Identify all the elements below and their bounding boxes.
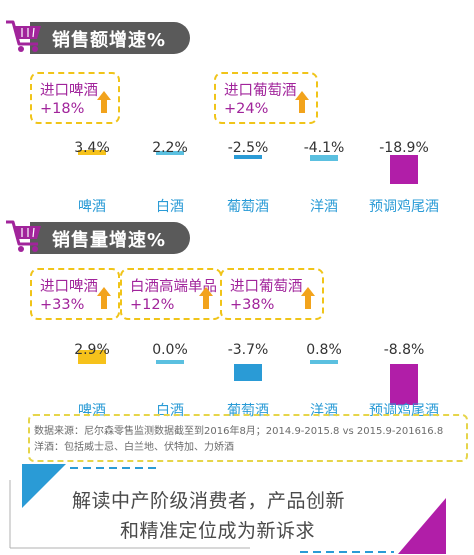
category-label: 啤酒 [78,199,106,215]
data-source-note: 数据来源：尼尔森零售监测数据截至到2016年8月；2014.9-2015.8 v… [28,414,468,462]
spirits-definition-line: 洋酒：包括威士忌、白兰地、伏特加、力娇酒 [34,442,234,453]
sales-volume-growth-chart: 2.9% 啤酒 0.0% 白酒 -3.7% 葡萄酒 0.8% 洋酒 -8.8% 预调鸡尾酒 [0,330,474,419]
section-2-title-pill [30,222,190,254]
banner-decoration [9,464,446,554]
callout-value: +33% [40,297,85,313]
banner-line-1: 解读中产阶级消费者，产品创新 [72,490,346,512]
section-1-title: 销售额增速% [52,30,167,51]
up-arrow-icon [199,287,213,309]
value-label: -4.1% [303,140,345,156]
bar-白酒 [156,151,184,155]
callout-label: 进口葡萄酒 [224,83,297,99]
bar-啤酒 [78,350,106,364]
up-arrow-icon [295,91,309,113]
category-label: 白酒 [156,199,184,215]
shopping-cart-icon [6,220,41,252]
section-1-header: 销售额增速% [4,12,204,56]
callout-value: +24% [224,101,269,117]
value-label: -8.8% [383,342,425,358]
bar-葡萄酒 [234,364,262,382]
value-label: 2.9% [74,342,110,358]
section-2-header: 销售量增速% [4,212,204,256]
data-source-line: 数据来源：尼尔森零售监测数据截至到2016年8月；2014.9-2015.8 v… [34,426,444,437]
callout-value: +38% [230,297,275,313]
bar-预调鸡尾酒 [390,364,418,406]
value-label: 0.8% [306,342,342,358]
bar-葡萄酒 [234,155,262,159]
category-label: 预调鸡尾酒 [369,199,439,215]
bar-洋酒 [310,360,338,364]
section-2-title: 销售量增速% [52,230,167,251]
sales-value-growth-chart: 3.4% 啤酒 2.2% 白酒 -2.5% 葡萄酒 -4.1% 洋酒 -18.9% 预调鸡尾酒 [0,120,474,220]
bar-预调鸡尾酒 [390,155,418,185]
value-label: 0.0% [152,342,188,358]
callout-value: +18% [40,101,85,117]
bar-白酒 [156,360,184,364]
bar-啤酒 [78,149,106,155]
value-label: 2.2% [152,140,188,156]
value-label: -18.9% [379,140,429,156]
shopping-cart-icon [6,20,41,52]
callout-baijiu-premium-volume: 白酒高端单品 +12% [120,268,222,320]
banner-line-2: 和精准定位成为新诉求 [120,520,316,542]
category-label: 洋酒 [310,199,338,215]
up-arrow-icon [301,287,315,309]
callout-label: 进口葡萄酒 [230,279,303,295]
category-label: 葡萄酒 [227,199,269,215]
value-label: -2.5% [227,140,269,156]
callout-import-beer-sales: 进口啤酒 +18% [30,72,120,124]
value-label: 3.4% [74,140,110,156]
callout-import-wine-sales: 进口葡萄酒 +24% [214,72,318,124]
callout-value: +12% [130,297,175,313]
callout-import-wine-volume: 进口葡萄酒 +38% [220,268,324,320]
callout-import-beer-volume: 进口啤酒 +33% [30,268,120,320]
callout-label: 进口啤酒 [40,279,98,295]
section-1-title-pill [30,22,190,54]
callout-label: 白酒高端单品 [130,279,217,295]
up-arrow-icon [97,287,111,309]
value-label: -3.7% [227,342,269,358]
bar-洋酒 [310,155,338,162]
up-arrow-icon [97,91,111,113]
callout-label: 进口啤酒 [40,83,98,99]
